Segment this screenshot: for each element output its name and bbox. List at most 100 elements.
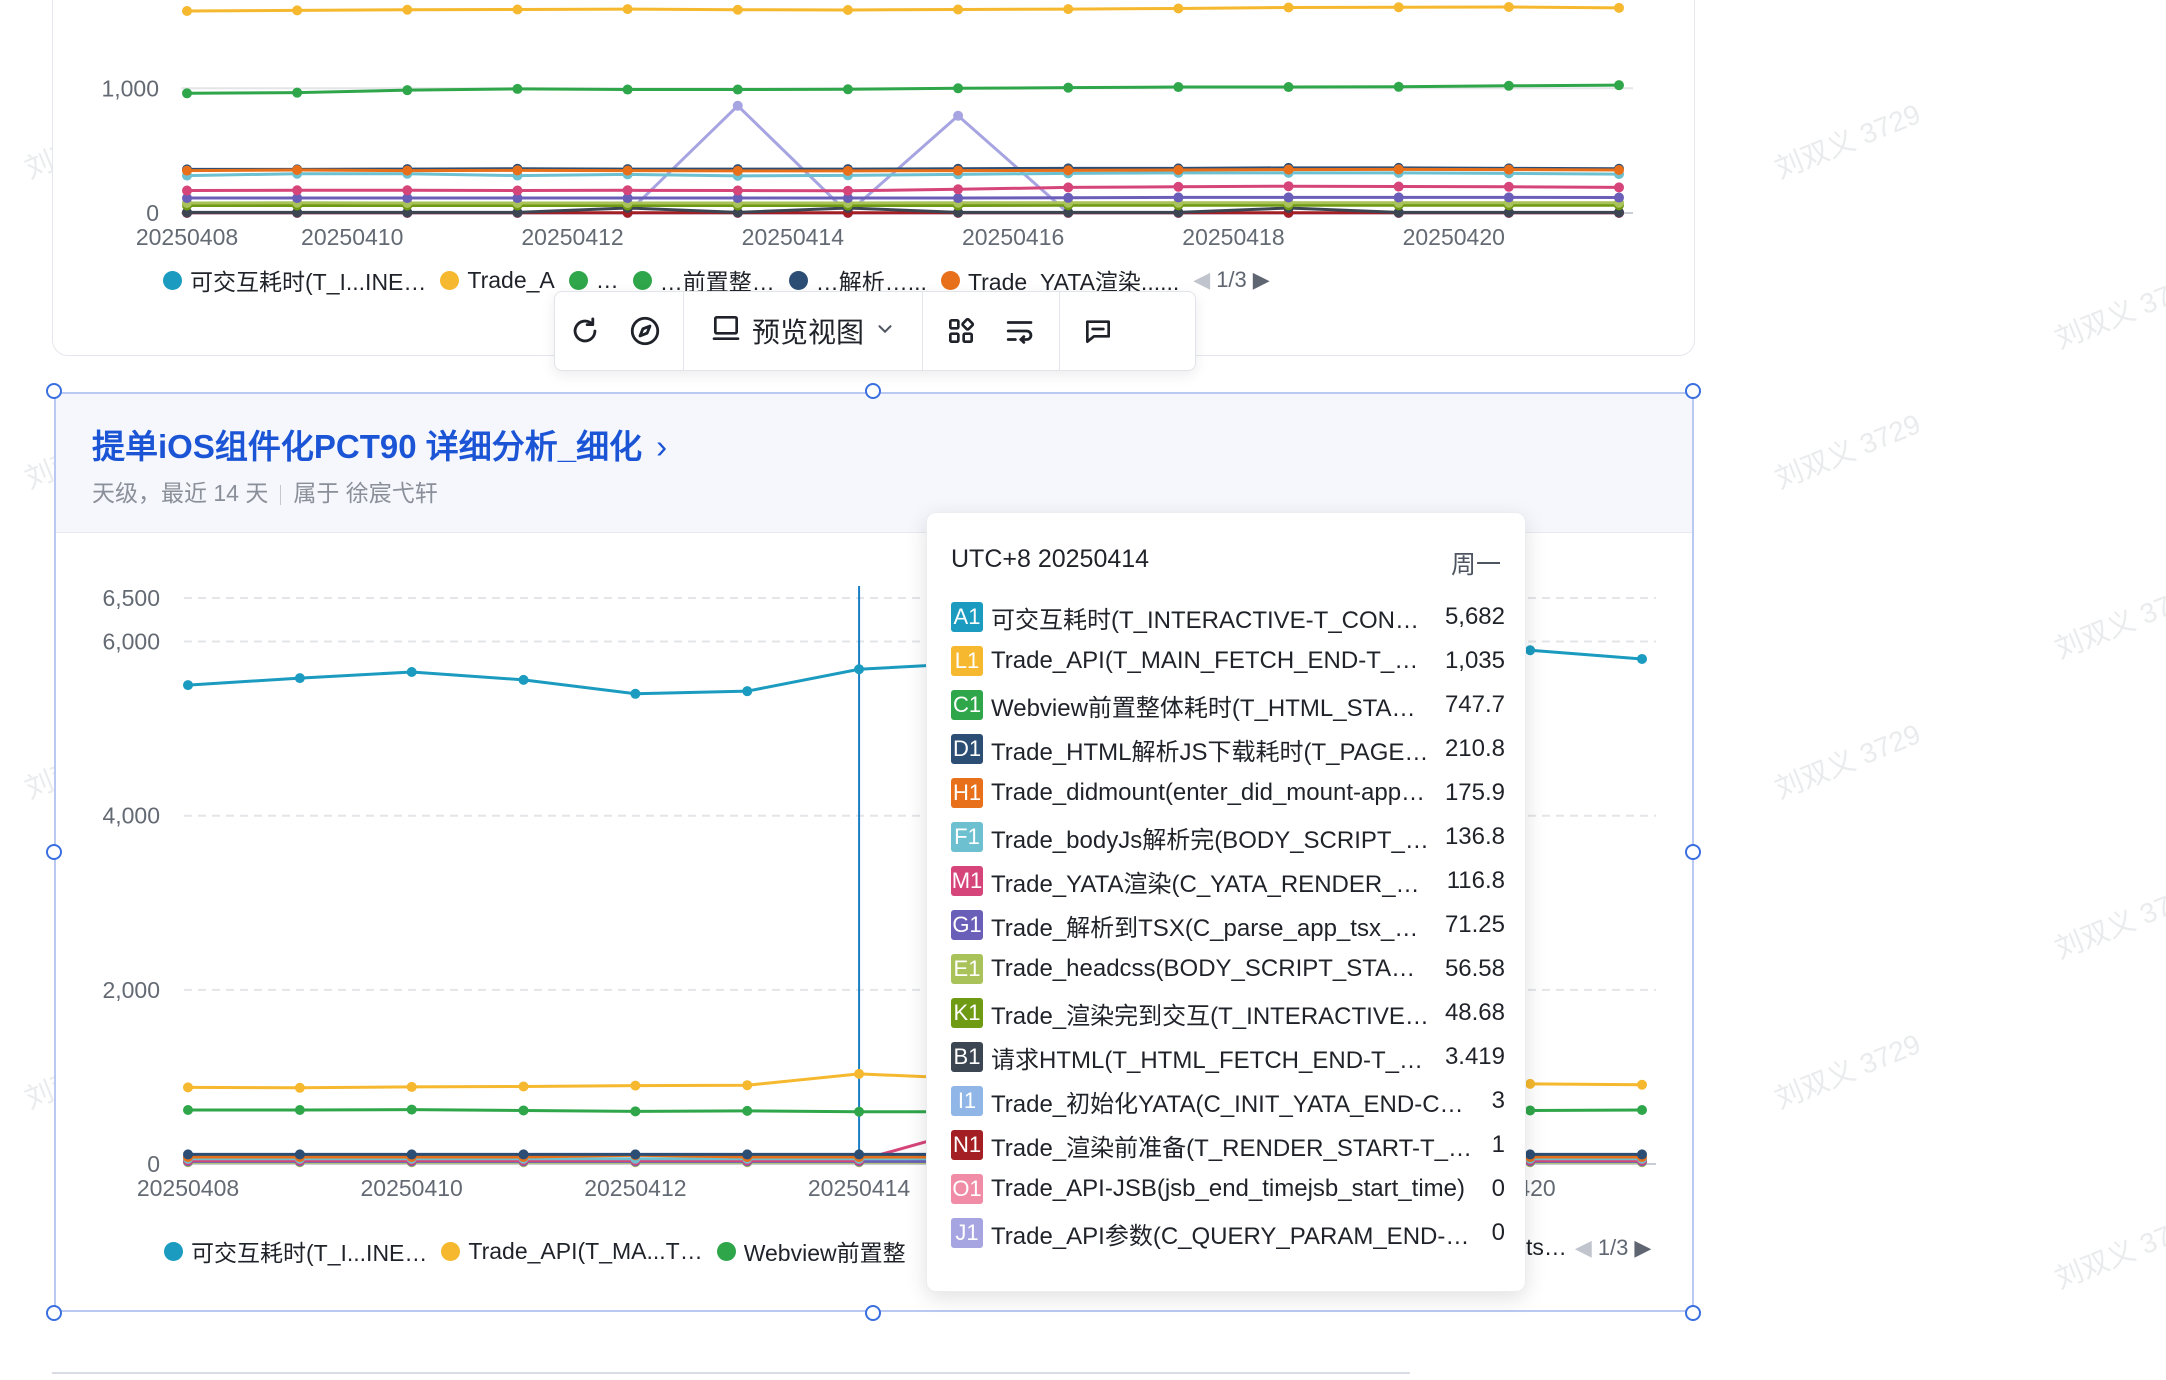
tooltip-series-value: 71.25 bbox=[1445, 911, 1505, 939]
view-mode-select[interactable]: 预览视图 bbox=[692, 301, 914, 361]
tooltip-series-badge: C1 bbox=[951, 690, 983, 720]
apps-grid-icon[interactable] bbox=[931, 301, 991, 361]
resize-handle-middle-left[interactable] bbox=[46, 844, 62, 860]
series-point bbox=[623, 4, 633, 14]
legend-item[interactable]: 可交互耗时(T_I...INE… bbox=[164, 1234, 427, 1268]
series-point bbox=[1504, 165, 1514, 175]
series-point bbox=[182, 6, 192, 16]
resize-handle-top-center[interactable] bbox=[865, 383, 881, 399]
series-point bbox=[733, 101, 743, 111]
tooltip-row: J1Trade_API参数(C_QUERY_PARAM_END-C_QUERY_… bbox=[951, 1213, 1505, 1253]
series-point bbox=[630, 1081, 640, 1091]
series-line bbox=[187, 197, 1619, 198]
series-point bbox=[407, 1149, 417, 1159]
series-point bbox=[407, 1082, 417, 1092]
series-point bbox=[512, 84, 522, 94]
series-point bbox=[295, 673, 305, 683]
resize-handle-bottom-left[interactable] bbox=[46, 1305, 62, 1321]
series-point bbox=[519, 675, 529, 685]
resize-handle-bottom-right[interactable] bbox=[1685, 1305, 1701, 1321]
series-point bbox=[1614, 80, 1624, 90]
tooltip-series-value: 210.8 bbox=[1445, 735, 1505, 763]
caret-left-icon[interactable]: ◀ bbox=[1193, 267, 1210, 293]
legend-item[interactable]: 可交互耗时(T_I...INE… bbox=[163, 263, 426, 297]
series-point bbox=[1173, 82, 1183, 92]
text-wrap-icon[interactable] bbox=[991, 301, 1051, 361]
watermark-text: 刘双义 3729 bbox=[1768, 713, 1926, 808]
series-point bbox=[1063, 83, 1073, 93]
legend-dot bbox=[441, 1242, 460, 1261]
series-point bbox=[630, 689, 640, 699]
resize-handle-bottom-center[interactable] bbox=[865, 1305, 881, 1321]
tooltip-series-name: Webview前置整体耗时(T_HTML_START-T_CONTAINER_S… bbox=[991, 688, 1429, 723]
resize-handle-top-left[interactable] bbox=[46, 383, 62, 399]
series-point bbox=[1173, 192, 1183, 202]
legend-item[interactable]: Trade_API(T_MA...T… bbox=[441, 1238, 702, 1265]
legend-item[interactable]: Trade_A bbox=[440, 267, 554, 294]
legend-pager: ◀1/3▶ bbox=[1193, 267, 1269, 293]
tooltip-row: N1Trade_渲染前准备(T_RENDER_START-T_HTML_END)… bbox=[951, 1125, 1505, 1165]
tooltip-series-badge: F1 bbox=[951, 822, 983, 852]
toolbar-divider bbox=[922, 292, 923, 370]
series-point bbox=[519, 1082, 529, 1092]
refresh-icon[interactable] bbox=[555, 301, 615, 361]
series-point bbox=[733, 85, 743, 95]
series-line bbox=[187, 186, 1619, 191]
main-chart-legend: 可交互耗时(T_I...INE… Trade_API(T_MA...T… Webvi… bbox=[164, 1234, 920, 1268]
series-point bbox=[733, 5, 743, 15]
series-point bbox=[742, 1080, 752, 1090]
series-point bbox=[1284, 2, 1294, 12]
tooltip-series-value: 48.68 bbox=[1445, 999, 1505, 1027]
tooltip-series-badge: E1 bbox=[951, 954, 983, 984]
series-point bbox=[182, 166, 192, 176]
legend-dot bbox=[164, 1242, 183, 1261]
watermark-text: 刘双义 3729 bbox=[2048, 1203, 2166, 1298]
legend-item[interactable]: … bbox=[569, 267, 619, 294]
series-point bbox=[183, 1082, 193, 1092]
series-point bbox=[402, 166, 412, 176]
series-point bbox=[854, 1107, 864, 1117]
x-tick-label: 20250408 bbox=[136, 224, 238, 250]
tooltip-row: I1Trade_初始化YATA(C_INIT_YATA_END-C_INIT_Y… bbox=[951, 1081, 1505, 1121]
comment-icon[interactable] bbox=[1068, 301, 1128, 361]
series-point bbox=[1614, 165, 1624, 175]
tooltip-row: A1可交互耗时(T_INTERACTIVE-T_CONTAINER_START)… bbox=[951, 597, 1505, 637]
legend-dot bbox=[440, 271, 459, 290]
caret-left-icon[interactable]: ◀ bbox=[1575, 1235, 1592, 1261]
x-tick-label: 20250414 bbox=[808, 1175, 911, 1201]
view-mode-label: 预览视图 bbox=[752, 311, 864, 351]
series-point bbox=[512, 165, 522, 175]
series-point bbox=[1063, 165, 1073, 175]
caret-right-icon[interactable]: ▶ bbox=[1634, 1235, 1651, 1261]
legend-item[interactable]: Webview前置整 bbox=[717, 1234, 906, 1268]
series-point bbox=[1614, 193, 1624, 203]
series-point bbox=[1173, 165, 1183, 175]
legend-label: Webview前置整 bbox=[744, 1234, 906, 1268]
tooltip-series-value: 136.8 bbox=[1445, 823, 1505, 851]
tooltip-series-name: Trade_HTML解析JS下载耗时(T_PAGE_JS_LOADED) bbox=[991, 732, 1429, 767]
caret-right-icon[interactable]: ▶ bbox=[1253, 267, 1270, 293]
compass-icon[interactable] bbox=[615, 301, 675, 361]
resize-handle-middle-right[interactable] bbox=[1685, 844, 1701, 860]
series-point bbox=[1284, 192, 1294, 202]
main-legend-tail: ts…◀1/3▶ bbox=[1526, 1234, 1651, 1261]
series-line bbox=[187, 173, 1619, 176]
resize-handle-top-right[interactable] bbox=[1685, 383, 1701, 399]
series-point bbox=[1284, 82, 1294, 92]
tooltip-series-name: Trade_headcss(BODY_SCRIPT_START) bbox=[991, 955, 1429, 983]
series-point bbox=[953, 4, 963, 14]
series-point bbox=[183, 1149, 193, 1159]
tooltip-series-name: 可交互耗时(T_INTERACTIVE-T_CONTAINER_START) bbox=[991, 600, 1429, 635]
legend-page-count: 1/3 bbox=[1216, 267, 1247, 293]
y-tick-label: 0 bbox=[146, 200, 159, 226]
series-point bbox=[1284, 181, 1294, 191]
series-point bbox=[1063, 4, 1073, 14]
tooltip-series-badge: I1 bbox=[951, 1086, 983, 1116]
series-point bbox=[1284, 165, 1294, 175]
series-point bbox=[1637, 654, 1647, 664]
series-point bbox=[733, 186, 743, 196]
tooltip-series-name: Trade_API参数(C_QUERY_PARAM_END-C_QUERY_PA… bbox=[991, 1216, 1476, 1251]
